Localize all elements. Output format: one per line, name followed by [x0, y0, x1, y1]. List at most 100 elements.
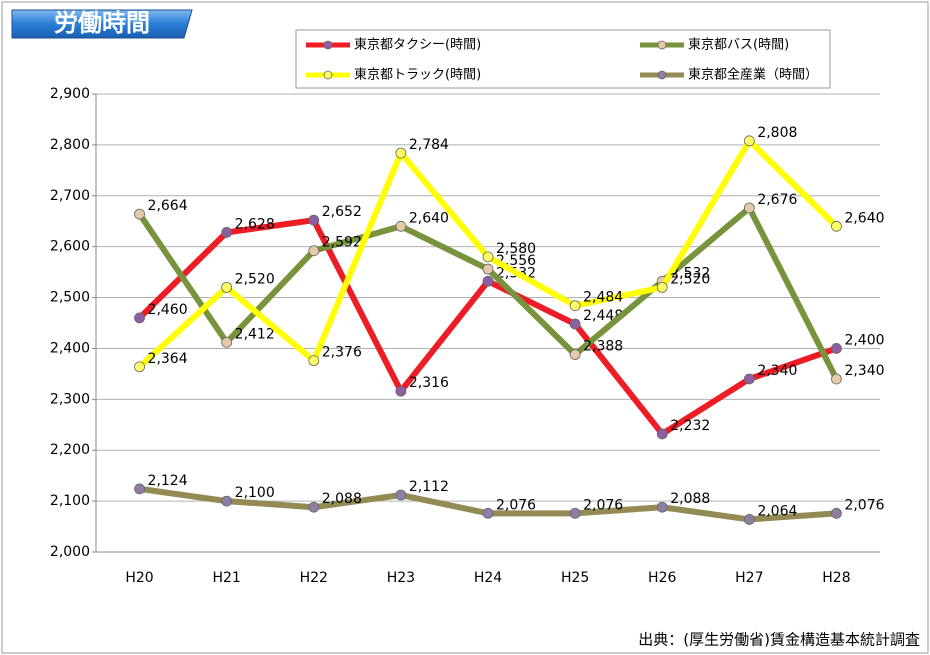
- data-label: 2,316: [409, 375, 449, 391]
- data-marker: [308, 355, 320, 367]
- y-tick-label: 2,100: [50, 493, 90, 509]
- legend-label: 東京都全産業（時間）: [688, 67, 818, 83]
- data-label: 2,532: [670, 265, 710, 281]
- data-label: 2,664: [148, 198, 188, 214]
- y-tick-label: 2,000: [50, 544, 90, 560]
- data-marker: [482, 275, 494, 287]
- data-marker: [569, 349, 581, 360]
- source: 出典：(厚生労働省)賃金構造基本統計調査: [638, 631, 920, 649]
- data-marker: [656, 428, 668, 440]
- data-label: 2,124: [148, 473, 188, 489]
- data-label: 2,784: [409, 137, 449, 153]
- data-label: 2,076: [583, 497, 623, 513]
- data-label: 2,676: [757, 192, 797, 208]
- data-marker: [569, 300, 581, 312]
- data-marker: [395, 147, 407, 159]
- data-label: 2,484: [583, 290, 623, 306]
- data-label: 2,640: [409, 210, 449, 226]
- x-tick-label: H23: [387, 570, 415, 586]
- data-label: 2,628: [235, 216, 275, 232]
- y-tick-label: 2,700: [50, 188, 90, 204]
- data-marker: [831, 373, 842, 385]
- y-tick-label: 2,400: [50, 340, 90, 356]
- data-marker: [308, 245, 320, 257]
- y-tick-label: 2,900: [50, 86, 90, 102]
- data-marker: [308, 214, 320, 226]
- data-label: 2,592: [322, 235, 362, 251]
- data-marker: [743, 202, 755, 214]
- data-marker: [831, 220, 842, 232]
- legend-label: 東京都タクシー(時間): [354, 37, 481, 53]
- data-marker: [221, 227, 233, 238]
- data-marker: [134, 361, 145, 373]
- data-marker: [831, 343, 842, 354]
- data-marker: [221, 495, 233, 507]
- data-marker: [134, 483, 145, 495]
- data-label: 2,076: [844, 497, 884, 513]
- data-marker: [743, 373, 755, 385]
- data-marker: [569, 507, 581, 519]
- x-tick-label: H25: [561, 570, 589, 586]
- data-label: 2,364: [148, 351, 188, 367]
- data-label: 2,232: [670, 418, 710, 434]
- data-marker: [743, 514, 755, 525]
- y-tick-label: 2,500: [50, 290, 90, 306]
- x-tick-label: H28: [822, 570, 850, 586]
- data-label: 2,340: [757, 363, 797, 379]
- legend-marker: [657, 70, 667, 80]
- data-marker: [395, 489, 407, 501]
- data-label: 2,640: [844, 210, 884, 226]
- data-marker: [134, 208, 145, 220]
- data-marker: [482, 251, 494, 263]
- y-tick-label: 2,200: [50, 442, 90, 458]
- data-label: 2,520: [235, 271, 275, 287]
- data-marker: [395, 220, 407, 232]
- y-tick-label: 2,800: [50, 137, 90, 153]
- data-label: 2,100: [235, 485, 275, 501]
- x-tick-label: H20: [125, 570, 153, 586]
- data-label: 2,376: [322, 345, 362, 361]
- data-label: 2,388: [583, 339, 623, 355]
- data-marker: [308, 501, 320, 513]
- title-box: [11, 9, 193, 39]
- x-tick-label: H26: [648, 570, 676, 586]
- legend-marker: [323, 70, 333, 80]
- series-line: [137, 204, 840, 381]
- data-marker: [221, 336, 233, 348]
- legend-marker: [657, 40, 667, 50]
- y-tick-label: 2,300: [50, 391, 90, 407]
- data-label: 2,064: [757, 503, 797, 519]
- data-label: 2,460: [148, 302, 188, 318]
- data-label: 2,520: [670, 271, 710, 287]
- data-label: 2,088: [670, 491, 710, 507]
- x-tick-label: H27: [735, 570, 763, 586]
- data-label: 2,652: [322, 204, 362, 220]
- data-marker: [134, 312, 145, 324]
- x-tick-label: H24: [474, 570, 502, 586]
- legend-label: 東京都バス(時間): [688, 37, 789, 53]
- data-label: 2,076: [496, 497, 536, 513]
- data-label: 2,580: [496, 241, 536, 257]
- data-marker: [395, 385, 407, 397]
- data-marker: [482, 507, 494, 519]
- legend: [295, 29, 831, 89]
- chart-title: 労働時間: [54, 9, 150, 37]
- data-marker: [831, 507, 842, 519]
- legend-marker: [323, 40, 333, 50]
- data-marker: [656, 281, 668, 293]
- legend-label: 東京都トラック(時間): [354, 67, 481, 83]
- data-marker: [743, 135, 755, 147]
- data-marker: [482, 263, 494, 275]
- data-label: 2,088: [322, 491, 362, 507]
- data-label: 2,400: [844, 332, 884, 348]
- data-marker: [569, 318, 581, 330]
- data-label: 2,340: [844, 363, 884, 379]
- data-marker: [221, 281, 233, 293]
- data-label: 2,112: [409, 479, 449, 495]
- x-tick-label: H21: [212, 570, 240, 586]
- x-tick-label: H22: [300, 570, 328, 586]
- y-tick-label: 2,600: [50, 239, 90, 255]
- data-label: 2,412: [235, 326, 275, 342]
